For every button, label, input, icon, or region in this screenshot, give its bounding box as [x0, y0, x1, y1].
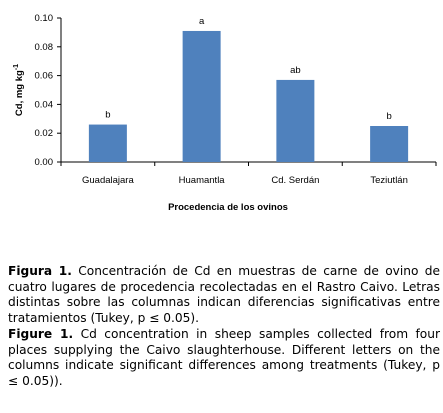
bar-significance-letter: a — [199, 16, 205, 27]
x-axis: Guadalajara Huamantla Cd. Serdán Teziutlán — [60, 161, 437, 186]
y-axis-label: Cd, mg kg-1 — [13, 64, 25, 116]
figure-label-english: Figure 1. — [8, 327, 74, 341]
y-tick-label: 0.02 — [35, 128, 54, 139]
bar — [276, 79, 315, 162]
figure-label-spanish: Figura 1. — [8, 264, 72, 278]
x-tick-label: Cd. Serdán — [271, 175, 319, 186]
figure-caption-spanish: Figura 1. Concentración de Cd en muestra… — [8, 264, 440, 326]
bar — [88, 124, 127, 162]
bar-significance-letter: b — [386, 111, 391, 122]
y-tick-label: 0.06 — [35, 71, 54, 82]
y-tick-label: 0.10 — [35, 13, 54, 24]
y-axis: 0.00 0.02 0.04 0.06 0.08 0.10 — [35, 13, 62, 168]
y-tick-label: 0.00 — [35, 157, 54, 168]
y-tick-label: 0.04 — [35, 99, 54, 110]
x-tick-label: Teziutlán — [370, 175, 408, 186]
x-axis-label: Procedencia de los ovinos — [168, 202, 288, 213]
caption-text-english: Cd concentration in sheep samples collec… — [8, 327, 440, 388]
bar-chart: 0.00 0.02 0.04 0.06 0.08 0.10 Guadalajara Huam… — [13, 13, 437, 213]
x-tick-label: Guadalajara — [82, 175, 134, 186]
bar — [182, 30, 221, 163]
y-tick-label: 0.08 — [35, 42, 54, 53]
bar — [370, 126, 409, 162]
x-tick-label: Huamantla — [179, 175, 226, 186]
bar-significance-letter: b — [105, 110, 110, 121]
caption-text-spanish: Concentración de Cd en muestras de carne… — [8, 264, 440, 325]
bar-significance-letter: ab — [290, 65, 301, 76]
bars: b a ab b — [88, 16, 409, 163]
figure-caption-english: Figure 1. Cd concentration in sheep samp… — [8, 327, 440, 389]
